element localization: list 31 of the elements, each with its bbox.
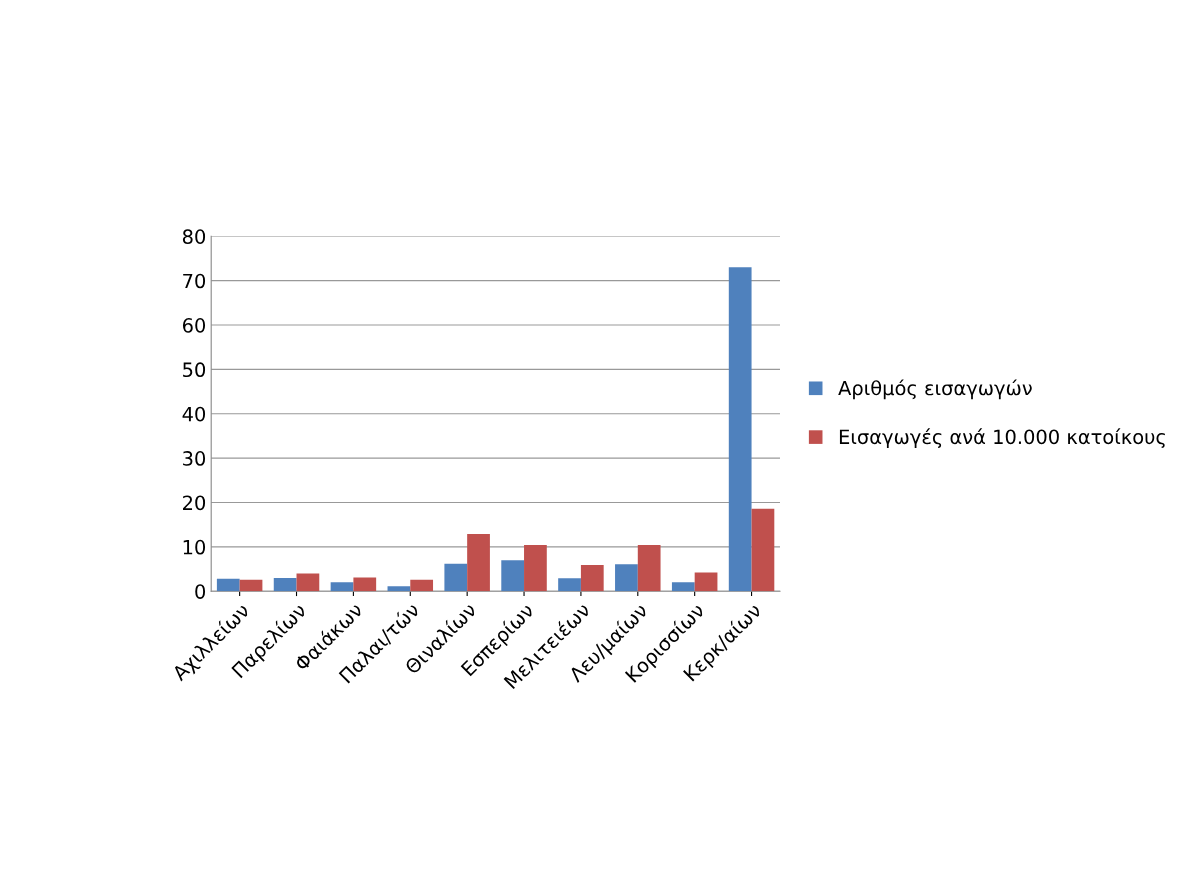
bar [387,586,411,592]
y-tick-label: 20 [183,495,206,511]
bar [467,533,490,592]
bar [444,563,468,592]
bar [580,565,604,592]
y-tick-label: 60 [182,317,206,333]
bar [330,582,354,592]
y-tick-label: 50 [183,362,206,378]
legend-label: Αριθμός εισαγωγών [838,379,1032,400]
bar [694,572,718,592]
y-tick-label: 70 [183,273,206,289]
bar [524,545,547,592]
bar [558,578,581,592]
bar [615,564,638,592]
bar [296,573,320,592]
y-tick-label: 10 [183,539,206,555]
bar [728,267,752,592]
legend-label: Εισαγωγές ανά 10.000 κατοίκους [839,428,1165,448]
bar [410,579,434,592]
bar [216,578,240,592]
y-tick-label: 0 [195,584,206,599]
bar [239,579,263,592]
bar [501,560,525,592]
bar [671,582,695,592]
bar [353,577,377,592]
bar [751,508,775,592]
bar [273,577,297,592]
y-tick-label: 80 [182,229,206,244]
bar [637,545,661,592]
y-tick-label: 40 [182,406,206,422]
y-tick-label: 30 [183,451,206,466]
